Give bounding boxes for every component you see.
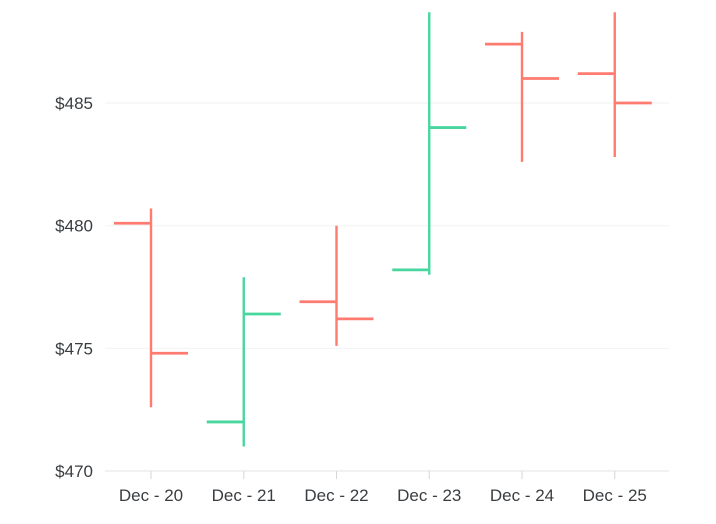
x-axis-label: Dec - 23 [397,486,461,505]
y-axis-label: $485 [55,94,93,113]
ohlc-bar-dec-24 [485,31,559,162]
x-axis [105,470,669,479]
x-axis-labels: Dec - 20 Dec - 21 Dec - 22 Dec - 23 Dec - 24… [119,486,647,505]
x-axis-label: Dec - 25 [583,486,647,505]
ohlc-bar-dec-23 [392,12,467,275]
x-axis-label: Dec - 22 [304,486,368,505]
ohlc-bar-dec-25 [577,12,652,157]
y-axis-label: $475 [55,339,93,358]
ohlc-series [114,12,652,447]
x-axis-label: Dec - 21 [212,486,276,505]
y-axis-label: $480 [55,217,93,236]
x-axis-label: Dec - 20 [119,486,183,505]
ohlc-bar-dec-22 [299,225,374,346]
ohlc-bar-dec-20 [114,208,188,408]
y-axis-labels: $470 $475 $480 $485 [55,94,93,481]
ohlc-bar-dec-21 [206,277,281,447]
gridlines [105,102,669,349]
x-axis-label: Dec - 24 [490,486,554,505]
y-axis-label: $470 [55,462,93,481]
